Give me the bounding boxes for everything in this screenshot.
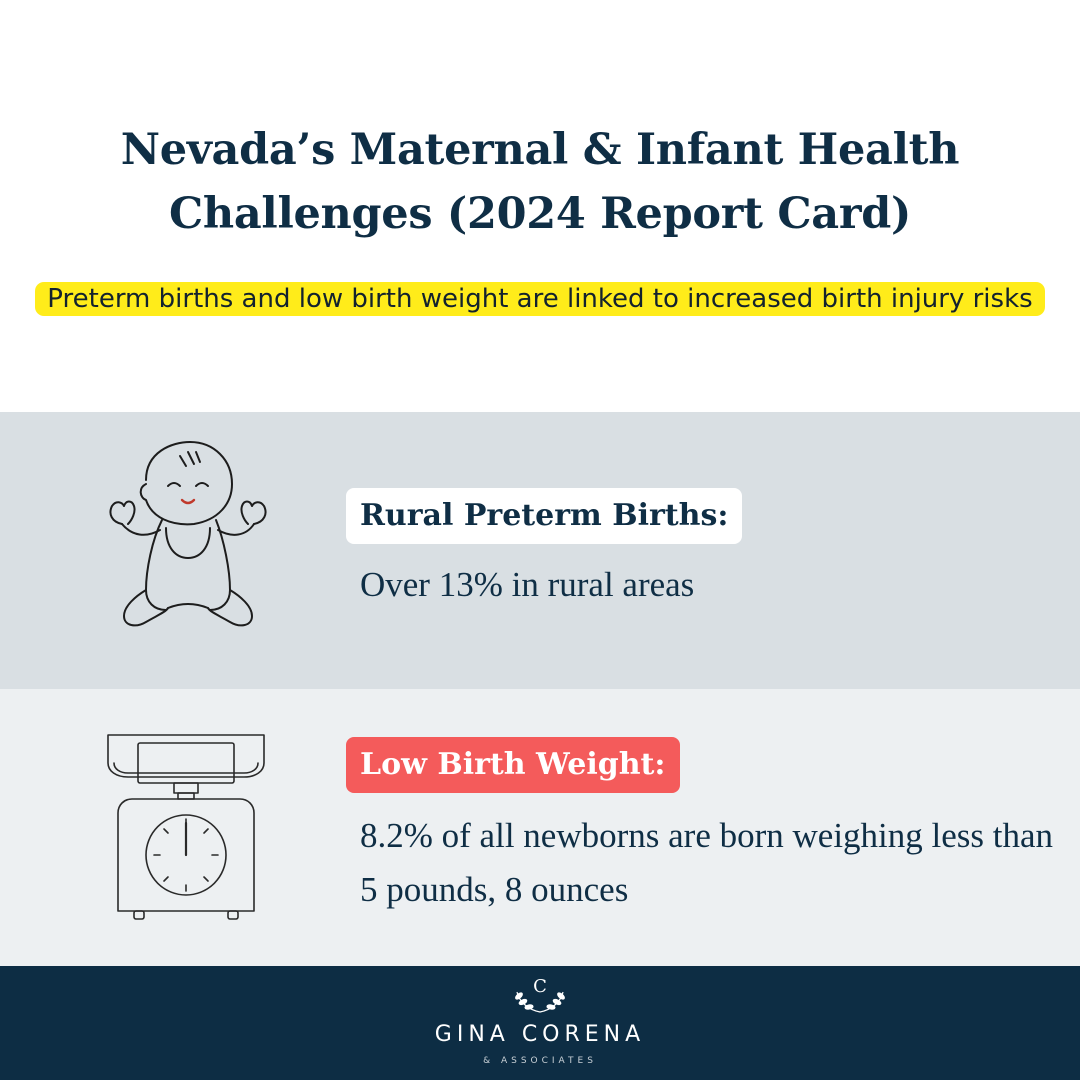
brand-subtitle: & ASSOCIATES: [483, 1056, 597, 1066]
brand-name: GINA CORENA: [434, 1022, 646, 1047]
stat-low-birth-weight: Low Birth Weight: 8.2% of all newborns a…: [0, 689, 1080, 966]
logo-initial: C: [533, 976, 547, 997]
stat-rural-preterm: Rural Preterm Births: Over 13% in rural …: [0, 412, 1080, 689]
scale-icon: [106, 733, 266, 923]
footer: C GINA CORENA & ASSOCIATES: [0, 966, 1080, 1080]
baby-icon: [106, 440, 270, 636]
stat-label-highlighted: Low Birth Weight:: [346, 737, 680, 793]
stat-label: Rural Preterm Births:: [346, 488, 743, 544]
stat-description: 8.2% of all newborns are born weighing l…: [360, 816, 1054, 909]
stat-description: Over 13% in rural areas: [360, 565, 695, 604]
subtitle-block: Preterm births and low birth weight are …: [0, 277, 1080, 322]
page-title: Nevada’s Maternal & Infant Health Challe…: [120, 125, 960, 239]
logo-laurel-icon: C: [505, 974, 575, 1016]
subtitle-highlight: Preterm births and low birth weight are …: [35, 282, 1045, 316]
header: Nevada’s Maternal & Infant Health Challe…: [0, 0, 1080, 412]
